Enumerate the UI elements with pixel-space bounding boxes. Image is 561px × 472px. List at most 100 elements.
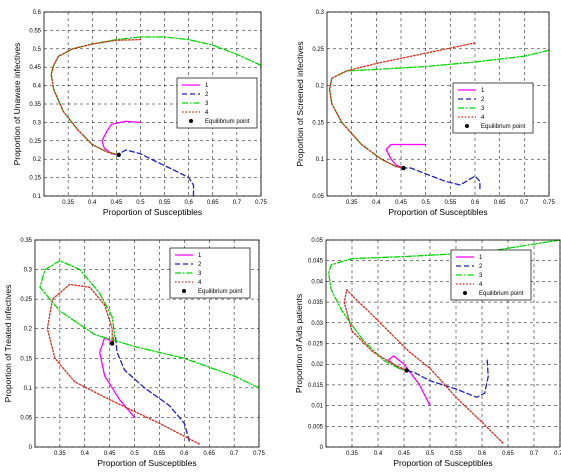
chart-panel-4: 0.35 0.4 0.45 0.5 0.55 0.6 0.65 0.7 0.75 0 0.005 0.…: [294, 238, 561, 468]
y-tick-label: 0.05: [20, 415, 32, 421]
y-tick-label: 0.6: [33, 10, 42, 16]
series-line-2: [405, 359, 489, 398]
axes-box: [34, 239, 260, 448]
y-tick-label: 0.5: [33, 47, 42, 53]
y-tick-label: 0.05: [311, 238, 323, 244]
y-tick-label: 0.15: [20, 356, 32, 362]
legend-label-1: 1: [205, 83, 209, 89]
y-tick-label: 0.45: [29, 65, 41, 71]
legend-label-4: 4: [481, 115, 485, 121]
y-axis-label: Proportion of Aids patients: [294, 294, 304, 393]
x-tick-label: 0.6: [184, 200, 193, 206]
legend-label-2: 2: [205, 92, 209, 98]
y-tick-label: 0.25: [20, 297, 32, 303]
y-tick-label: 0.035: [308, 300, 324, 306]
axes-box: [325, 239, 561, 448]
x-axis-label: Proportion of Susceptibles: [97, 458, 196, 468]
legend-label-3: 3: [198, 271, 202, 277]
x-tick-label: 0.7: [530, 451, 539, 457]
legend-label-2: 2: [479, 264, 483, 270]
x-tick-label: 0.4: [374, 451, 383, 457]
x-tick-label: 0.35: [346, 451, 358, 457]
y-tick-label: 0.02: [311, 362, 323, 368]
y-tick-label: 0.03: [311, 321, 323, 327]
y-axis-label: Proportion of Treated infectives: [3, 285, 13, 403]
x-tick-label: 0.35: [62, 200, 74, 206]
x-tick-label: 0.4: [372, 200, 381, 206]
legend-label-2: 2: [481, 97, 485, 103]
x-tick-label: 0.65: [502, 451, 514, 457]
x-tick-label: 0.4: [81, 451, 90, 457]
x-tick-label: 0.7: [230, 451, 239, 457]
x-tick-label: 0.45: [395, 200, 407, 206]
legend-equilibrium-marker: [182, 289, 186, 293]
legend-label-4: 4: [205, 110, 209, 116]
y-tick-label: 0.3: [316, 10, 325, 16]
y-tick-label: 0.01: [311, 404, 323, 410]
series-line-3: [39, 260, 260, 389]
y-tick-label: 0: [320, 445, 324, 451]
legend-label-1: 1: [479, 255, 483, 261]
legend-label-2: 2: [198, 262, 202, 268]
y-axis-label: Proportion of Screened infectives: [295, 41, 305, 166]
series-line-1: [99, 336, 136, 419]
legend-label-equilibrium: Equilibrium point: [481, 124, 526, 130]
legend-label-3: 3: [205, 101, 209, 107]
y-tick-label: 0.1: [24, 386, 33, 392]
legend-equilibrium-marker: [463, 291, 467, 295]
y-tick-label: 0.4: [33, 84, 42, 90]
chart-panel-1: 0.35 0.4 0.45 0.5 0.55 0.6 0.65 0.7 0.75 0.1 0.15 0…: [12, 10, 267, 217]
legend-label-4: 4: [198, 280, 202, 286]
x-tick-label: 0.7: [233, 200, 242, 206]
x-tick-label: 0.6: [180, 451, 189, 457]
x-tick-label: 0.55: [154, 451, 166, 457]
series-line-2: [402, 167, 481, 190]
chart-panel-3: 0.35 0.4 0.45 0.5 0.55 0.6 0.65 0.7 0.75 0 0.05 0.1…: [3, 238, 265, 468]
x-tick-label: 0.35: [54, 451, 66, 457]
x-tick-label: 0.6: [471, 200, 480, 206]
y-tick-label: 0.25: [312, 47, 324, 53]
x-tick-label: 0.7: [520, 200, 529, 206]
y-axis-label: Proportion of Unaware infectives: [12, 43, 22, 166]
legend-label-4: 4: [479, 282, 483, 288]
x-axis-label: Proportion of Susceptibles: [388, 207, 487, 217]
legend-label-1: 1: [481, 88, 485, 94]
series-line-2: [111, 336, 190, 442]
x-tick-label: 0.35: [346, 200, 358, 206]
y-tick-label: 0.2: [24, 327, 33, 333]
y-tick-label: 0.025: [308, 342, 324, 348]
y-tick-label: 0.55: [29, 28, 41, 34]
x-tick-label: 0.65: [203, 451, 215, 457]
series-line-2: [118, 149, 195, 197]
y-tick-label: 0.3: [33, 120, 42, 126]
y-tick-label: 0.1: [33, 194, 42, 200]
series-line-3: [327, 239, 561, 372]
equilibrium-point-marker: [404, 368, 409, 373]
x-axis-label: Proportion of Susceptibles: [103, 207, 202, 217]
axes-box: [43, 11, 262, 197]
legend: 1 2 3 4 Equilibrium point: [176, 77, 258, 129]
series-line-3: [328, 49, 550, 169]
y-tick-label: 0.2: [33, 157, 42, 163]
y-tick-label: 0.2: [316, 84, 325, 90]
y-tick-label: 0.35: [20, 238, 32, 244]
y-tick-label: 0.3: [24, 268, 33, 274]
y-tick-label: 0.045: [308, 259, 324, 265]
x-tick-label: 0.55: [444, 200, 456, 206]
x-tick-label: 0.5: [136, 200, 145, 206]
y-tick-label: 0.015: [308, 383, 324, 389]
x-tick-label: 0.75: [554, 451, 561, 457]
legend: 1 2 3 4 Equilibrium point: [169, 247, 251, 299]
x-axis-label: Proportion of Susceptibles: [393, 458, 492, 468]
y-tick-label: 0.1: [316, 157, 325, 163]
equilibrium-point-marker: [401, 165, 406, 171]
x-tick-label: 0.75: [253, 451, 265, 457]
y-tick-label: 0.15: [312, 120, 324, 126]
x-tick-label: 0.5: [421, 200, 430, 206]
x-tick-label: 0.55: [159, 200, 171, 206]
x-tick-label: 0.5: [130, 451, 139, 457]
series-line-4: [50, 38, 142, 156]
legend-label-1: 1: [198, 253, 202, 259]
x-tick-label: 0.4: [88, 200, 97, 206]
